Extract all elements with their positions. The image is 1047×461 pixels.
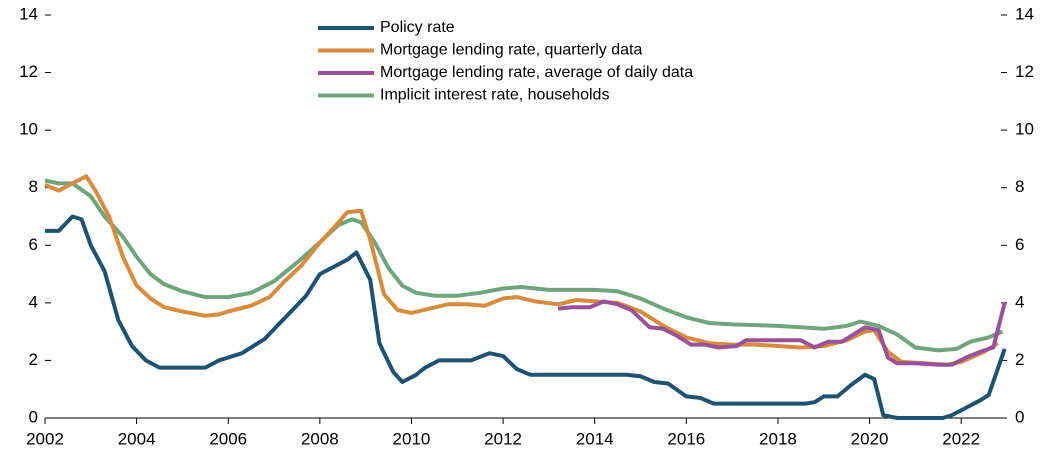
- legend-label: Implicit interest rate, households: [380, 87, 609, 104]
- x-tick-label: 2008: [301, 429, 339, 448]
- x-tick-label: 2012: [484, 429, 522, 448]
- y-tick-label: 0: [29, 407, 38, 426]
- y-tick-label: 12: [19, 62, 38, 81]
- x-tick-label: 2010: [393, 429, 431, 448]
- y-tick-label: 6: [29, 235, 38, 254]
- x-tick-label: 2022: [942, 429, 980, 448]
- y-tick-label: 2: [29, 350, 38, 369]
- series-line: [44, 174, 999, 367]
- y2-tick-label: 12: [1015, 62, 1034, 81]
- x-tick-label: 2006: [209, 429, 247, 448]
- y2-tick-label: 10: [1015, 120, 1034, 139]
- y-tick-label: 10: [19, 120, 38, 139]
- y-tick-label: 14: [19, 4, 38, 23]
- y2-tick-label: 14: [1015, 4, 1034, 23]
- x-tick-label: 2018: [759, 429, 797, 448]
- legend-label: Mortgage lending rate, average of daily …: [380, 64, 693, 81]
- y2-tick-label: 8: [1015, 177, 1024, 196]
- x-tick-label: 2014: [576, 429, 614, 448]
- legend-label: Mortgage lending rate, quarterly data: [380, 42, 642, 59]
- legend: Policy rate Mortgage lending rate, quarte…: [318, 19, 693, 104]
- y2-tick-label: 6: [1015, 235, 1024, 254]
- y2-tick-label: 2: [1015, 350, 1024, 369]
- series-line: [557, 299, 1007, 367]
- y2-tick-label: 0: [1015, 407, 1024, 426]
- y2-tick-label: 4: [1015, 292, 1024, 311]
- x-tick-label: 2020: [851, 429, 889, 448]
- series-line: [45, 214, 1007, 420]
- y-tick-label: 8: [29, 177, 38, 196]
- y-tick-label: 4: [29, 292, 38, 311]
- x-tick-label: 2016: [667, 429, 705, 448]
- legend-label: Policy rate: [380, 19, 455, 36]
- x-tick-label: 2004: [118, 429, 156, 448]
- x-tick-label: 2002: [26, 429, 64, 448]
- series-line: [44, 178, 1004, 353]
